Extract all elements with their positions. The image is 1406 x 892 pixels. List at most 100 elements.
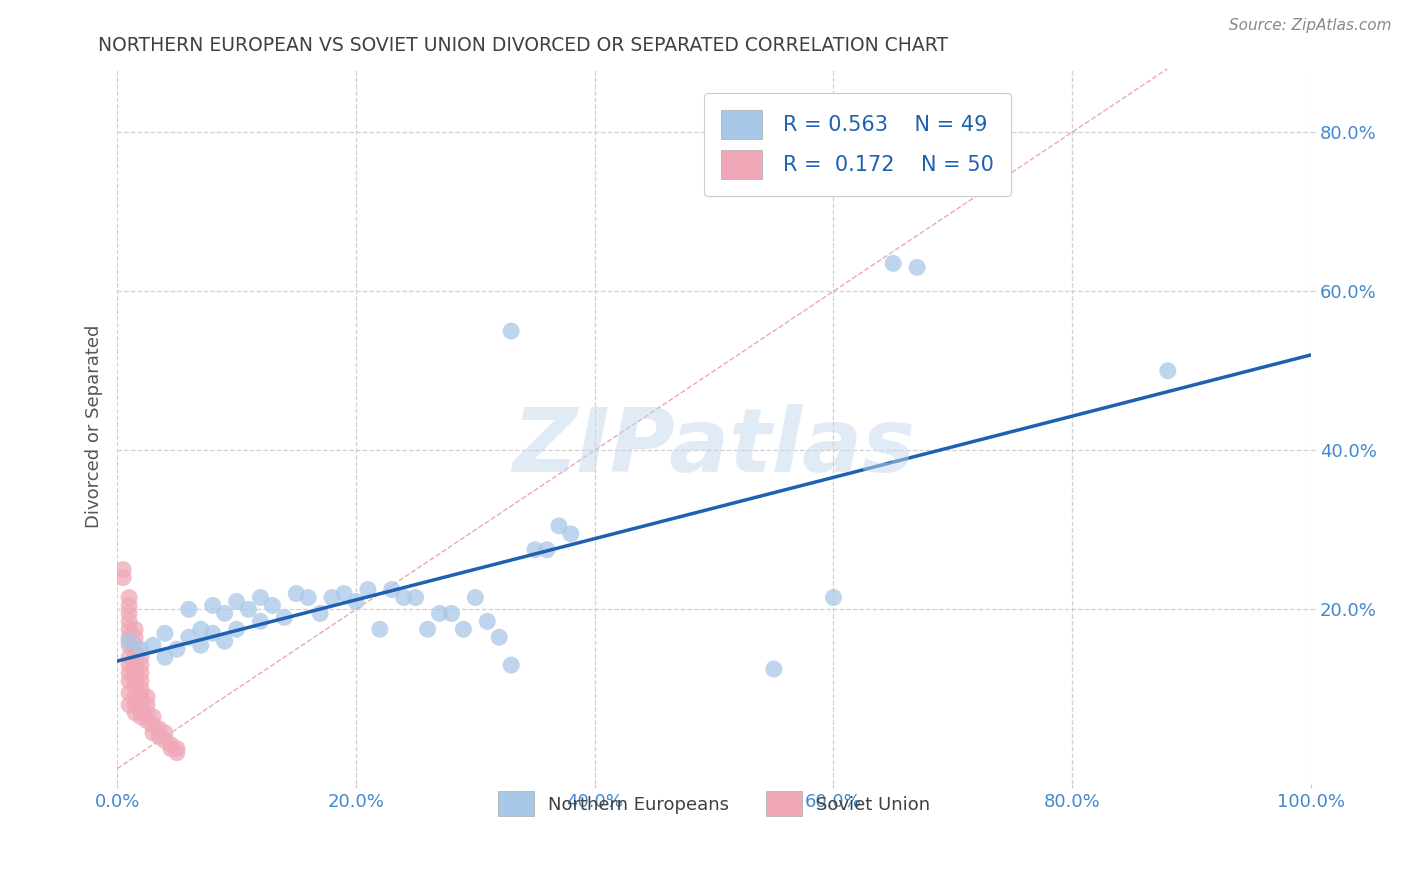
- Point: [124, 623, 146, 637]
- Point: [823, 591, 845, 605]
- Point: [124, 662, 146, 676]
- Text: NORTHERN EUROPEAN VS SOVIET UNION DIVORCED OR SEPARATED CORRELATION CHART: NORTHERN EUROPEAN VS SOVIET UNION DIVORC…: [98, 36, 949, 54]
- Point: [142, 638, 165, 652]
- Point: [214, 607, 236, 621]
- Point: [882, 256, 904, 270]
- Text: Source: ZipAtlas.com: Source: ZipAtlas.com: [1229, 18, 1392, 33]
- Point: [166, 642, 188, 657]
- Point: [118, 673, 141, 688]
- Point: [177, 630, 200, 644]
- Legend: Northern Europeans, Soviet Union: Northern Europeans, Soviet Union: [489, 782, 939, 825]
- Point: [124, 678, 146, 692]
- Point: [118, 634, 141, 648]
- Point: [560, 526, 582, 541]
- Point: [124, 690, 146, 704]
- Point: [112, 571, 135, 585]
- Point: [148, 722, 170, 736]
- Point: [536, 542, 558, 557]
- Point: [118, 615, 141, 629]
- Point: [357, 582, 380, 597]
- Point: [190, 638, 212, 652]
- Point: [118, 658, 141, 673]
- Point: [762, 662, 785, 676]
- Point: [129, 690, 152, 704]
- Point: [1157, 364, 1180, 378]
- Point: [453, 623, 475, 637]
- Point: [249, 591, 271, 605]
- Point: [124, 654, 146, 668]
- Point: [118, 698, 141, 712]
- Point: [124, 670, 146, 684]
- Point: [129, 681, 152, 696]
- Point: [201, 599, 224, 613]
- Point: [129, 694, 152, 708]
- Point: [136, 690, 159, 704]
- Point: [225, 594, 247, 608]
- Point: [124, 698, 146, 712]
- Point: [124, 638, 146, 652]
- Point: [129, 666, 152, 681]
- Point: [118, 638, 141, 652]
- Point: [153, 733, 176, 747]
- Point: [273, 610, 295, 624]
- Point: [129, 658, 152, 673]
- Point: [416, 623, 439, 637]
- Point: [225, 623, 247, 637]
- Point: [249, 615, 271, 629]
- Point: [136, 698, 159, 712]
- Point: [321, 591, 343, 605]
- Point: [118, 630, 141, 644]
- Point: [488, 630, 510, 644]
- Point: [124, 646, 146, 660]
- Point: [392, 591, 415, 605]
- Point: [153, 650, 176, 665]
- Point: [129, 642, 152, 657]
- Point: [142, 710, 165, 724]
- Point: [501, 324, 523, 338]
- Point: [118, 599, 141, 613]
- Point: [129, 702, 152, 716]
- Point: [190, 623, 212, 637]
- Point: [148, 730, 170, 744]
- Point: [285, 586, 308, 600]
- Point: [118, 650, 141, 665]
- Point: [238, 602, 260, 616]
- Point: [153, 626, 176, 640]
- Point: [548, 519, 571, 533]
- Text: ZIPatlas: ZIPatlas: [513, 404, 915, 491]
- Point: [368, 623, 391, 637]
- Point: [905, 260, 928, 275]
- Point: [166, 741, 188, 756]
- Point: [142, 725, 165, 739]
- Y-axis label: Divorced or Separated: Divorced or Separated: [86, 325, 103, 528]
- Point: [124, 706, 146, 720]
- Point: [309, 607, 332, 621]
- Point: [405, 591, 427, 605]
- Point: [464, 591, 486, 605]
- Point: [136, 706, 159, 720]
- Point: [166, 746, 188, 760]
- Point: [129, 673, 152, 688]
- Point: [214, 634, 236, 648]
- Point: [136, 714, 159, 728]
- Point: [177, 602, 200, 616]
- Point: [333, 586, 356, 600]
- Point: [262, 599, 284, 613]
- Point: [160, 741, 183, 756]
- Point: [524, 542, 547, 557]
- Point: [153, 725, 176, 739]
- Point: [129, 710, 152, 724]
- Point: [118, 591, 141, 605]
- Point: [142, 718, 165, 732]
- Point: [381, 582, 404, 597]
- Point: [160, 738, 183, 752]
- Point: [201, 626, 224, 640]
- Point: [429, 607, 451, 621]
- Point: [124, 630, 146, 644]
- Point: [118, 686, 141, 700]
- Point: [118, 623, 141, 637]
- Point: [501, 658, 523, 673]
- Point: [118, 666, 141, 681]
- Point: [118, 607, 141, 621]
- Point: [129, 650, 152, 665]
